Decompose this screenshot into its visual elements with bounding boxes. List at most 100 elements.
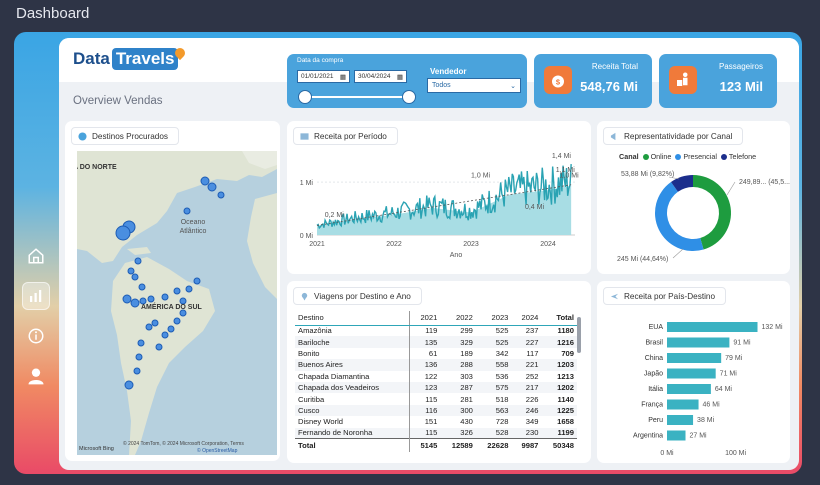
destination-marker[interactable] — [179, 309, 187, 317]
destination-marker[interactable] — [161, 331, 169, 339]
table-cell: 122 — [409, 370, 441, 382]
channel-legend: Canal Online Presencial Telefone — [619, 152, 756, 161]
channel-donut-chart[interactable]: 53,88 Mi (9,82%) 249,89... (45,5... 245 Mi… — [597, 161, 790, 276]
data-point-label: 1,1 Mi — [556, 167, 576, 174]
table-header-cell[interactable]: Total — [541, 311, 577, 326]
table-header-cell[interactable]: 2023 — [475, 311, 512, 326]
destination-marker[interactable] — [183, 207, 191, 215]
plane-icon — [610, 293, 619, 299]
table-row[interactable]: Amazônia 119 299 525 237 1180 — [295, 325, 577, 337]
destination-marker[interactable] — [155, 343, 163, 351]
x-axis-tick: 2024 — [540, 241, 556, 248]
country-bar[interactable] — [667, 415, 694, 425]
map-attribution-osm[interactable]: © OpenStreetMap — [197, 448, 238, 454]
table-cell: 525 — [475, 336, 512, 348]
revenue-period-chart[interactable]: 0 Mi 1 Mi 2021 2022 2023 2024 Ano 0,2 Mi 1,0 Mi 0… — [287, 151, 591, 275]
nav-user-button[interactable] — [22, 362, 50, 390]
bing-brand: Microsoft Bing — [79, 446, 114, 452]
date-start-input[interactable]: 01/01/2021 ▦ — [297, 70, 350, 83]
destination-marker[interactable] — [122, 294, 132, 304]
date-range-end-handle[interactable] — [402, 90, 416, 104]
donut-slice[interactable] — [655, 182, 704, 251]
legend-telefone[interactable]: Telefone — [720, 152, 756, 161]
date-range-start-handle[interactable] — [298, 90, 312, 104]
table-cell: 246 — [511, 404, 542, 417]
revenue-series-line[interactable] — [316, 163, 572, 230]
nav-info-button[interactable] — [22, 322, 50, 350]
destination-marker[interactable] — [145, 323, 153, 331]
destination-marker[interactable] — [173, 287, 181, 295]
table-header-cell[interactable]: Destino — [295, 311, 410, 326]
destination-marker[interactable] — [135, 353, 143, 361]
destination-marker[interactable] — [134, 257, 142, 265]
country-bar[interactable] — [667, 368, 716, 379]
table-cell: 1140 — [557, 394, 574, 404]
destination-marker[interactable] — [200, 176, 210, 186]
map-card-title: Destinos Procurados — [71, 127, 179, 145]
date-end-input[interactable]: 30/04/2024 ▦ — [354, 70, 407, 83]
table-header-cell[interactable]: 2021 — [409, 311, 441, 326]
table-cell: 61 — [409, 347, 441, 360]
seller-select[interactable]: Todos ⌄ — [427, 78, 521, 93]
country-bar[interactable] — [667, 322, 758, 332]
country-bar[interactable] — [667, 399, 699, 410]
destination-marker[interactable] — [130, 298, 140, 308]
destination-marker[interactable] — [115, 225, 131, 241]
destination-marker[interactable] — [147, 295, 155, 303]
destination-marker[interactable] — [179, 297, 187, 305]
table-cell: 135 — [409, 336, 441, 348]
country-bar[interactable] — [667, 384, 711, 394]
table-row[interactable]: Curitiba 115 281 518 226 1140 — [295, 393, 577, 405]
country-bar-chart[interactable]: EUA 132 Mi Brasil 91 Mi China 79 Mi Japão 71 Mi… — [597, 311, 790, 461]
destination-marker[interactable] — [161, 293, 169, 301]
destination-marker[interactable] — [151, 319, 159, 327]
destination-marker[interactable] — [193, 277, 201, 285]
bar-category-label: Argentina — [633, 433, 663, 440]
table-header-cell[interactable]: 2022 — [440, 311, 476, 326]
table-row[interactable]: Bariloche 135 329 525 227 1216 — [295, 336, 577, 348]
donut-label-online: 249,89... (45,5... — [739, 179, 790, 186]
destination-marker[interactable] — [139, 297, 147, 305]
legend-online[interactable]: Online — [642, 152, 671, 161]
country-bar[interactable] — [667, 353, 722, 363]
destination-marker[interactable] — [131, 273, 139, 281]
table-row[interactable]: Disney World 151 430 728 349 1658 — [295, 416, 577, 428]
legend-presencial[interactable]: Presencial — [675, 152, 717, 161]
destinations-map[interactable]: A DO NORTE Oceano Atlântico AMÉRICA DO S… — [77, 151, 277, 455]
country-bar[interactable] — [667, 337, 730, 348]
table-cell: Buenos Aires — [295, 359, 410, 371]
map-label-north: A DO NORTE — [77, 164, 117, 171]
date-end-value: 30/04/2024 — [358, 73, 391, 80]
nav-home-button[interactable] — [22, 242, 50, 270]
destination-marker[interactable] — [185, 285, 193, 293]
country-bar[interactable] — [667, 430, 686, 441]
kpi-passengers-card: Passageiros 123 Mil — [659, 54, 777, 108]
table-row[interactable]: Buenos Aires 136 288 558 221 1203 — [295, 359, 577, 371]
destination-marker[interactable] — [167, 325, 175, 333]
table-row[interactable]: Chapada Diamantina 122 303 536 252 1213 — [295, 370, 577, 382]
destination-marker[interactable] — [137, 339, 145, 347]
destination-marker[interactable] — [138, 283, 146, 291]
table-row[interactable]: Chapada dos Veadeiros 123 287 575 217 1202 — [295, 381, 577, 394]
destination-marker[interactable] — [207, 182, 217, 192]
table-header-cell[interactable]: 2024 — [511, 311, 542, 326]
nav-chart-button[interactable] — [22, 282, 50, 310]
table-cell: 558 — [475, 359, 512, 371]
table-total-cell: 50348 — [541, 438, 577, 452]
destination-marker[interactable] — [173, 317, 181, 325]
destination-marker[interactable] — [124, 380, 134, 390]
bar-value-label: 64 Mi — [715, 386, 733, 393]
destination-marker[interactable] — [127, 267, 135, 275]
table-row[interactable]: Fernando de Noronha 115 326 528 230 1199 — [295, 427, 577, 439]
destination-marker[interactable] — [133, 367, 141, 375]
bar-value-label: 79 Mi — [725, 355, 743, 362]
table-row[interactable]: Cusco 116 300 563 246 1225 — [295, 404, 577, 417]
table-cell: 518 — [495, 394, 509, 404]
table-cell: Cusco — [295, 404, 410, 417]
table-cell: 1203 — [541, 359, 577, 371]
donut-slice[interactable] — [671, 175, 693, 192]
destination-marker[interactable] — [217, 191, 225, 199]
table-row[interactable]: Bonito 61 189 342 117 709 — [295, 347, 577, 360]
donut-slice[interactable] — [693, 175, 731, 250]
table-scrollbar[interactable] — [577, 317, 581, 353]
